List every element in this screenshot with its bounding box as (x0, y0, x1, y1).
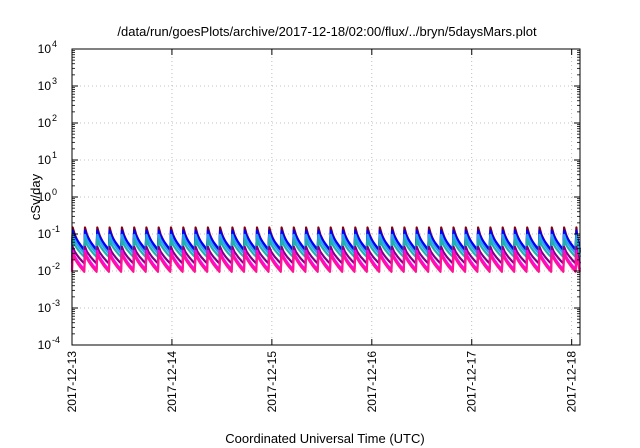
x-axis: 2017-12-13 2017-12-14 2017-12-15 2017-12-16… (65, 49, 579, 412)
y-tick-label: 10 (38, 190, 52, 204)
y-tick-exponent: -2 (52, 261, 60, 271)
x-tick-label: 2017-12-13 (65, 351, 79, 413)
x-tick-label: 2017-12-14 (165, 351, 179, 413)
y-tick-base: 10 (38, 301, 52, 315)
series-line (70, 252, 582, 273)
y-tick-base: 10 (38, 42, 52, 56)
y-tick-exponent: 0 (52, 187, 57, 197)
chart-title: /data/run/goesPlots/archive/2017-12-18/0… (117, 24, 537, 39)
y-tick-label: 10 (38, 264, 52, 278)
y-tick-base: 10 (38, 338, 52, 352)
y-tick-base: 10 (38, 190, 52, 204)
x-tick-label: 2017-12-18 (565, 351, 579, 413)
y-tick-exponent: 4 (52, 39, 57, 49)
y-tick-base: 10 (38, 116, 52, 130)
y-tick-label: 10 (38, 338, 52, 352)
y-tick-exponent: 3 (52, 76, 57, 86)
y-tick-label: 10 (38, 301, 52, 315)
y-tick-label: 10 (38, 227, 52, 241)
y-tick-base: 10 (38, 227, 52, 241)
y-tick-label: 10 (38, 153, 52, 167)
y-tick-base: 10 (38, 264, 52, 278)
y-tick-base: 10 (38, 79, 52, 93)
y-tick-exponent: -3 (52, 298, 60, 308)
series-group (70, 226, 582, 273)
y-tick-label: 10 (38, 116, 52, 130)
x-axis-label: Coordinated Universal Time (UTC) (225, 431, 424, 446)
y-tick-exponent: -4 (52, 335, 60, 345)
x-tick-label: 2017-12-15 (265, 351, 279, 413)
y-tick-label: 10 (38, 42, 52, 56)
y-tick-label: 10 (38, 79, 52, 93)
y-tick-exponent: 1 (52, 150, 57, 160)
y-tick-base: 10 (38, 153, 52, 167)
y-axis-label: cSv/day (28, 173, 43, 220)
x-tick-label: 2017-12-17 (465, 351, 479, 413)
x-tick-label: 2017-12-16 (365, 351, 379, 413)
y-tick-exponent: 2 (52, 113, 57, 123)
y-tick-exponent: -1 (52, 224, 60, 234)
